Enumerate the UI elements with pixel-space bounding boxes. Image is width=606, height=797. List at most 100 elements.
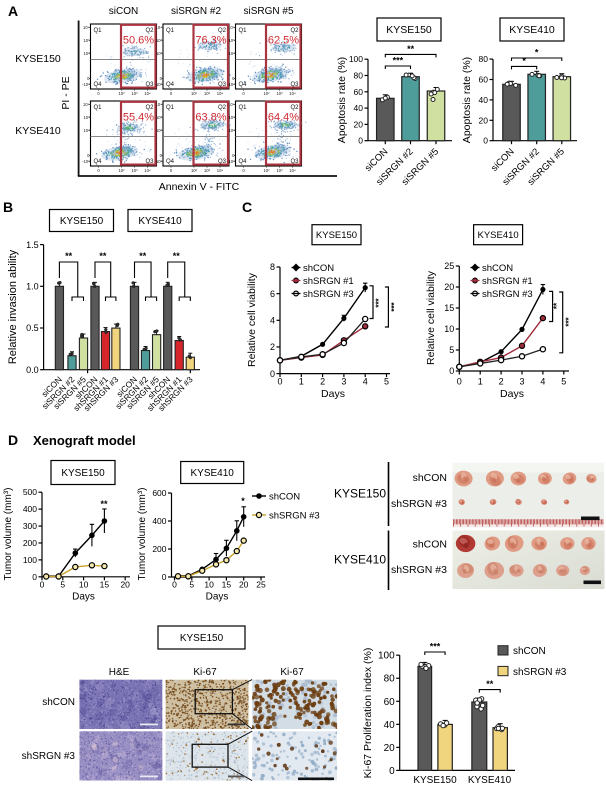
svg-text:15: 15 (444, 303, 454, 313)
svg-text:Q1: Q1 (94, 105, 103, 111)
svg-text:KYSE410: KYSE410 (191, 468, 235, 479)
svg-text:50.6%: 50.6% (123, 35, 154, 47)
svg-text:shSRGN #3: shSRGN #3 (391, 498, 447, 510)
svg-text:1: 1 (299, 377, 304, 387)
svg-text:Ki-67: Ki-67 (193, 667, 217, 678)
svg-text:0: 0 (277, 377, 282, 387)
svg-text:0: 0 (172, 580, 177, 590)
svg-text:5: 5 (561, 377, 566, 387)
svg-text:10²: 10² (118, 91, 125, 96)
svg-text:-10²: -10² (82, 159, 90, 164)
svg-text:B: B (3, 199, 13, 215)
svg-text:100: 100 (23, 555, 37, 565)
svg-text:C: C (242, 199, 252, 215)
svg-text:siSRGN #2: siSRGN #2 (171, 6, 221, 17)
svg-text:Tumor volume (mm³): Tumor volume (mm³) (137, 488, 148, 581)
svg-text:10⁴: 10⁴ (228, 25, 235, 30)
svg-text:shSRGN #3: shSRGN #3 (303, 289, 354, 300)
svg-text:8: 8 (270, 262, 275, 272)
svg-text:0: 0 (270, 369, 275, 379)
svg-text:10⁴: 10⁴ (156, 25, 163, 30)
svg-text:80: 80 (354, 70, 364, 80)
svg-text:shCON: shCON (269, 492, 300, 503)
svg-text:Apoptosis rate (%): Apoptosis rate (%) (461, 57, 473, 143)
svg-text:shCON: shCON (42, 697, 75, 708)
svg-text:Q1: Q1 (166, 105, 175, 111)
svg-text:10⁴: 10⁴ (156, 102, 163, 107)
svg-text:-10²: -10² (155, 82, 163, 87)
svg-text:Q3: Q3 (218, 82, 227, 88)
svg-text:0: 0 (242, 168, 245, 173)
svg-text:2: 2 (499, 377, 504, 387)
svg-text:0: 0 (40, 580, 45, 590)
svg-text:KYSE150: KYSE150 (180, 633, 224, 644)
svg-text:4: 4 (363, 377, 368, 387)
svg-text:**: ** (139, 251, 147, 261)
svg-text:-10²: -10² (155, 159, 163, 164)
svg-text:shCON: shCON (413, 539, 447, 551)
svg-text:shSRGN #3: shSRGN #3 (391, 564, 447, 576)
svg-text:55.4%: 55.4% (123, 112, 154, 124)
svg-text:0: 0 (170, 91, 173, 96)
svg-text:Q1: Q1 (239, 105, 248, 111)
svg-text:5: 5 (449, 345, 454, 355)
svg-text:Q4: Q4 (94, 82, 103, 88)
svg-text:10⁴: 10⁴ (228, 102, 235, 107)
svg-text:3: 3 (519, 377, 524, 387)
svg-text:10³: 10³ (204, 168, 211, 173)
svg-text:-10²: -10² (227, 159, 235, 164)
svg-text:0: 0 (457, 377, 462, 387)
svg-text:Q1: Q1 (239, 28, 248, 34)
svg-text:Q2: Q2 (290, 28, 299, 34)
svg-text:0.5: 0.5 (26, 323, 39, 333)
svg-text:25: 25 (444, 261, 454, 271)
svg-text:Q4: Q4 (239, 159, 248, 165)
svg-text:6: 6 (270, 289, 275, 299)
svg-text:0: 0 (170, 168, 173, 173)
svg-text:Q2: Q2 (290, 105, 299, 111)
svg-text:siCON: siCON (109, 6, 138, 17)
svg-text:H&E: H&E (109, 667, 130, 678)
svg-text:Relative cell viability: Relative cell viability (246, 272, 258, 367)
svg-text:62.5%: 62.5% (268, 35, 299, 47)
svg-text:Ki-67: Ki-67 (280, 667, 304, 678)
svg-text:shSRGN #3: shSRGN #3 (482, 289, 533, 300)
svg-text:KYSE410: KYSE410 (509, 24, 555, 36)
svg-text:10²: 10² (191, 168, 198, 173)
svg-text:10: 10 (444, 324, 454, 334)
svg-text:500: 500 (23, 487, 37, 497)
svg-text:4: 4 (540, 377, 545, 387)
svg-text:KYSE150: KYSE150 (334, 487, 386, 501)
svg-text:Relative cell viability: Relative cell viability (425, 270, 437, 365)
svg-text:shCON: shCON (413, 472, 447, 484)
svg-text:76.3%: 76.3% (195, 35, 226, 47)
svg-text:shCON: shCON (303, 263, 334, 274)
svg-text:Days: Days (321, 388, 345, 400)
svg-text:Xenograft model: Xenograft model (33, 433, 136, 448)
svg-text:Q4: Q4 (94, 159, 103, 165)
svg-text:**: ** (407, 44, 415, 54)
svg-text:2: 2 (270, 342, 275, 352)
svg-text:25: 25 (256, 580, 266, 590)
svg-text:***: *** (565, 316, 574, 326)
svg-text:Relative invasion ability: Relative invasion ability (7, 249, 19, 364)
svg-text:15: 15 (222, 580, 232, 590)
svg-text:10²: 10² (263, 168, 270, 173)
svg-text:D: D (8, 432, 18, 448)
svg-text:600: 600 (152, 488, 166, 498)
svg-text:0: 0 (242, 91, 245, 96)
svg-text:Q4: Q4 (166, 159, 175, 165)
svg-text:KYSE150: KYSE150 (61, 468, 105, 479)
svg-text:15: 15 (100, 580, 110, 590)
svg-text:10²: 10² (191, 91, 198, 96)
svg-text:*: * (535, 48, 539, 58)
svg-text:10⁴: 10⁴ (83, 25, 90, 30)
svg-text:20: 20 (479, 115, 489, 125)
svg-text:KYSE410: KYSE410 (138, 216, 182, 227)
svg-text:20: 20 (354, 119, 364, 129)
svg-text:300: 300 (23, 521, 37, 531)
svg-text:shSRGN #3: shSRGN #3 (22, 751, 76, 762)
svg-text:-10²: -10² (82, 82, 90, 87)
svg-text:***: *** (393, 56, 404, 66)
svg-text:0: 0 (449, 366, 454, 376)
